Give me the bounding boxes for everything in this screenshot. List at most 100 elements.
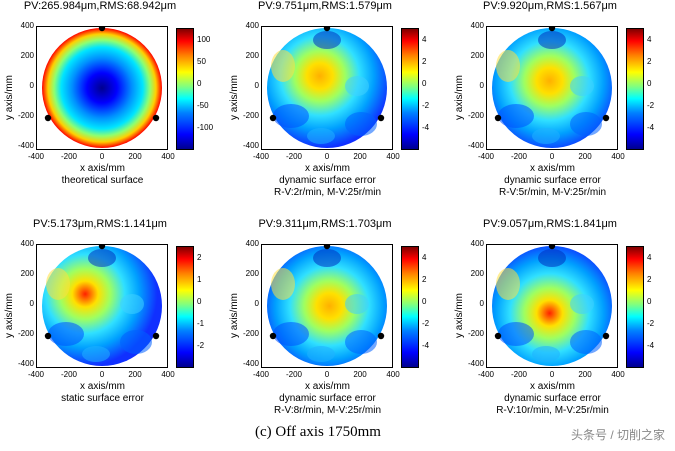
colorbar-tick-label: 0 xyxy=(647,79,652,88)
plot-panel-6: PV:9.057μm,RMS:1.841μm y axis/mm 400 200 0 -2… xyxy=(450,218,675,423)
y-tick-label: 0 xyxy=(479,299,484,308)
colorbar-tick-label: 4 xyxy=(422,253,427,262)
panel-caption-params: R-V:5r/min, M-V:25r/min xyxy=(498,187,607,198)
x-tick-label: 0 xyxy=(549,370,555,379)
error-blob xyxy=(307,346,335,362)
colorbar-tick-label: -2 xyxy=(647,101,655,110)
surface-map xyxy=(36,244,168,368)
surface-map xyxy=(486,26,618,150)
panel-caption: static surface error xyxy=(61,393,144,404)
colorbar xyxy=(401,246,419,368)
support-point xyxy=(602,332,610,340)
error-blob xyxy=(496,268,520,300)
x-axis-label: x axis/mm xyxy=(80,381,125,392)
y-axis-label: y axis/mm xyxy=(229,293,240,338)
panel-caption: dynamic surface error xyxy=(504,393,601,404)
x-axis-label: x axis/mm xyxy=(305,163,350,174)
error-blob xyxy=(88,249,116,267)
surface-map xyxy=(486,244,618,368)
x-tick-label: 200 xyxy=(128,152,142,161)
support-point xyxy=(602,114,610,122)
support-point xyxy=(269,114,277,122)
surface-disc xyxy=(42,28,162,148)
x-axis-label: x axis/mm xyxy=(80,163,125,174)
watermark: 头条号 / 切削之家 xyxy=(570,428,665,442)
support-point xyxy=(494,332,502,340)
error-blob xyxy=(271,50,295,82)
x-tick-label: 0 xyxy=(99,152,105,161)
colorbar-tick-label: 1 xyxy=(197,275,202,284)
error-blob xyxy=(82,346,110,362)
colorbar xyxy=(626,28,644,150)
plot-title: PV:9.751μm,RMS:1.579μm xyxy=(258,0,392,12)
x-tick-label: -400 xyxy=(27,370,44,379)
error-blob xyxy=(570,76,594,96)
x-axis-label: x axis/mm xyxy=(530,381,575,392)
colorbar-tick-label: 50 xyxy=(197,57,206,66)
figure-caption: (c) Off axis 1750mm xyxy=(255,424,381,440)
x-tick-label: 400 xyxy=(161,152,175,161)
colorbar-tick-label: 0 xyxy=(197,79,202,88)
y-axis-label: y axis/mm xyxy=(454,293,465,338)
x-tick-label: 400 xyxy=(161,370,175,379)
x-tick-label: -400 xyxy=(252,152,269,161)
colorbar-tick-label: 4 xyxy=(647,35,652,44)
colorbar-tick-label: 0 xyxy=(647,297,652,306)
y-tick-label: 200 xyxy=(20,51,34,60)
error-blob xyxy=(570,294,594,314)
y-tick-label: -200 xyxy=(467,329,484,338)
colorbar-tick-label: -2 xyxy=(197,341,205,350)
x-tick-label: 200 xyxy=(353,370,367,379)
error-blob xyxy=(48,322,84,346)
error-blob xyxy=(271,268,295,300)
x-tick-label: -200 xyxy=(285,370,302,379)
support-point xyxy=(548,244,556,250)
error-blob xyxy=(345,330,377,354)
colorbar-tick-label: 2 xyxy=(647,57,652,66)
colorbar-tick-label: -2 xyxy=(422,101,430,110)
support-point xyxy=(494,114,502,122)
y-tick-label: -200 xyxy=(467,111,484,120)
surface-map xyxy=(261,244,393,368)
y-axis-label: y axis/mm xyxy=(454,75,465,120)
x-tick-label: -200 xyxy=(60,370,77,379)
error-blob xyxy=(313,31,341,49)
error-blob xyxy=(46,268,70,300)
colorbar-tick-label: 2 xyxy=(197,253,202,262)
plot-title: PV:265.984μm,RMS:68.942μm xyxy=(23,0,177,12)
y-tick-label: -400 xyxy=(467,141,484,150)
error-blob xyxy=(345,112,377,136)
support-point xyxy=(323,244,331,250)
colorbar-tick-label: 2 xyxy=(422,57,427,66)
plot-title: PV:5.173μm,RMS:1.141μm xyxy=(33,218,167,230)
y-tick-label: 200 xyxy=(245,51,259,60)
colorbar xyxy=(401,28,419,150)
y-axis-label: y axis/mm xyxy=(4,293,15,338)
y-tick-label: -200 xyxy=(242,329,259,338)
plot-title: PV:9.057μm,RMS:1.841μm xyxy=(483,218,617,230)
y-tick-label: 400 xyxy=(470,21,484,30)
support-point xyxy=(377,114,385,122)
error-blob xyxy=(498,104,534,128)
error-blob xyxy=(345,294,369,314)
x-tick-label: 0 xyxy=(324,370,330,379)
x-tick-label: -200 xyxy=(60,152,77,161)
y-tick-label: -400 xyxy=(17,141,34,150)
x-tick-label: 200 xyxy=(578,370,592,379)
colorbar-tick-label: 2 xyxy=(647,275,652,284)
y-tick-label: 400 xyxy=(470,239,484,248)
colorbar-tick-label: -4 xyxy=(647,341,655,350)
plot-panel-1: PV:265.984μm,RMS:68.942μm y axis/mm 400 200… xyxy=(0,0,225,205)
y-tick-label: 0 xyxy=(254,81,259,90)
y-tick-label: 400 xyxy=(245,21,259,30)
colorbar-tick-label: -2 xyxy=(647,319,655,328)
y-tick-label: 0 xyxy=(479,81,484,90)
x-tick-label: 200 xyxy=(353,152,367,161)
y-tick-label: 200 xyxy=(470,269,484,278)
colorbar-tick-label: 4 xyxy=(647,253,652,262)
x-tick-label: 200 xyxy=(578,152,592,161)
y-tick-label: 400 xyxy=(20,239,34,248)
support-point xyxy=(44,114,52,122)
x-tick-label: 200 xyxy=(128,370,142,379)
y-tick-label: -200 xyxy=(17,111,34,120)
